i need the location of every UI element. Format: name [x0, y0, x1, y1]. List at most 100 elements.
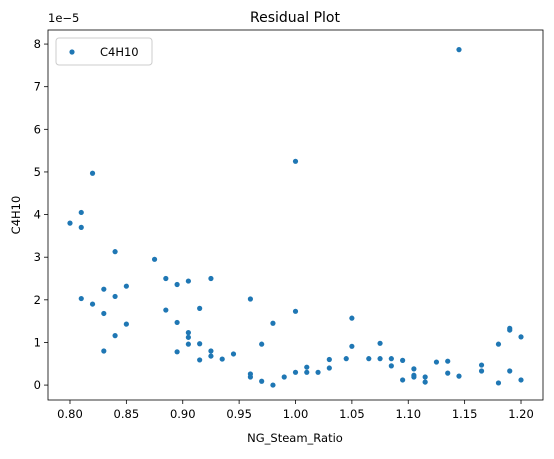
scatter-point	[163, 275, 169, 282]
scatter-point	[101, 348, 107, 354]
scatter-point	[185, 330, 191, 336]
scatter-point	[78, 209, 84, 216]
scatter-point	[422, 374, 428, 380]
y-tick-label: 8	[34, 37, 41, 51]
x-tick-label: 0.90	[170, 407, 196, 421]
y-axis-label: C4H10	[9, 196, 23, 235]
scatter-point	[478, 368, 485, 374]
legend-box	[55, 37, 153, 66]
scatter-point	[495, 341, 502, 347]
x-tick-label: 1.15	[452, 407, 478, 421]
scatter-point	[411, 366, 417, 372]
scatter-point	[292, 369, 299, 375]
scatter-point	[112, 293, 118, 300]
y-offset-label: 1e−5	[48, 11, 79, 25]
scatter-point	[478, 362, 485, 368]
scatter-point	[185, 341, 191, 347]
scatter-point	[270, 320, 276, 326]
x-tick-label: 1.10	[395, 407, 421, 421]
scatter-point	[123, 283, 129, 289]
y-tick-label: 3	[34, 250, 41, 264]
scatter-point	[208, 348, 214, 354]
legend-marker	[69, 49, 75, 55]
scatter-point	[185, 334, 191, 340]
scatter-point	[197, 357, 203, 363]
legend-label: C4H10	[100, 45, 139, 59]
scatter-point	[445, 358, 451, 364]
scatter-point	[433, 359, 440, 365]
scatter-point	[377, 340, 383, 346]
x-tick-label: 1.20	[508, 407, 534, 421]
scatter-point	[366, 356, 372, 362]
scatter-point	[78, 295, 84, 302]
scatter-point	[518, 377, 524, 383]
y-tick-label: 4	[34, 208, 41, 222]
scatter-point	[78, 224, 84, 230]
scatter-point	[507, 327, 513, 333]
scatter-point	[326, 356, 332, 363]
x-tick-label: 0.85	[114, 407, 140, 421]
scatter-point	[456, 373, 462, 379]
scatter-point	[445, 370, 451, 376]
scatter-point	[174, 319, 180, 326]
scatter-point	[247, 296, 253, 302]
scatter-point	[292, 158, 299, 164]
x-tick-label: 1.05	[339, 407, 365, 421]
chart-title: Residual Plot	[250, 10, 340, 26]
y-tick-label: 7	[34, 80, 41, 94]
scatter-point	[343, 356, 349, 362]
scatter-point	[112, 333, 118, 339]
scatter-point	[101, 310, 107, 317]
y-tick-label: 0	[34, 378, 41, 392]
scatter-point	[518, 334, 524, 340]
scatter-point	[123, 321, 129, 327]
x-axis-label: NG_Steam_Ratio	[247, 431, 343, 445]
x-tick-label: 0.95	[226, 407, 252, 421]
scatter-point	[304, 364, 310, 370]
scatter-point	[400, 377, 406, 383]
y-tick-label: 5	[34, 165, 41, 179]
y-tick-label: 2	[34, 293, 41, 307]
scatter-point	[315, 369, 321, 375]
scatter-point	[185, 278, 191, 284]
scatter-point	[197, 305, 203, 311]
x-tick-label: 1.00	[283, 407, 309, 421]
scatter-point	[281, 374, 287, 380]
scatter-point	[495, 380, 502, 386]
scatter-point	[208, 353, 214, 359]
scatter-point	[219, 356, 225, 362]
scatter-point	[422, 379, 428, 385]
scatter-point	[270, 382, 276, 388]
x-tick-label: 0.80	[57, 407, 83, 421]
scatter-point	[163, 307, 169, 313]
scatter-point	[89, 301, 96, 307]
plot-frame	[47, 29, 544, 401]
scatter-point	[112, 249, 118, 255]
scatter-point	[101, 286, 107, 292]
scatter-point	[388, 356, 394, 362]
scatter-point	[151, 256, 158, 262]
scatter-point	[67, 220, 73, 226]
y-tick-label: 6	[34, 122, 41, 136]
scatter-point	[456, 47, 462, 53]
scatter-point	[349, 315, 355, 321]
scatter-point	[197, 341, 203, 347]
scatter-point	[292, 308, 299, 314]
scatter-point	[259, 378, 265, 384]
scatter-point	[400, 357, 406, 363]
scatter-point	[304, 369, 310, 375]
scatter-point	[89, 170, 96, 176]
scatter-point	[349, 343, 355, 349]
scatter-point	[388, 363, 394, 369]
scatter-point	[247, 374, 253, 380]
scatter-point	[174, 349, 180, 355]
scatter-point	[377, 356, 383, 362]
scatter-point	[230, 351, 237, 357]
scatter-point	[208, 275, 214, 282]
scatter-point	[507, 368, 513, 374]
scatter-point	[259, 341, 265, 347]
y-tick-label: 1	[34, 335, 41, 349]
scatter-point	[174, 281, 180, 288]
